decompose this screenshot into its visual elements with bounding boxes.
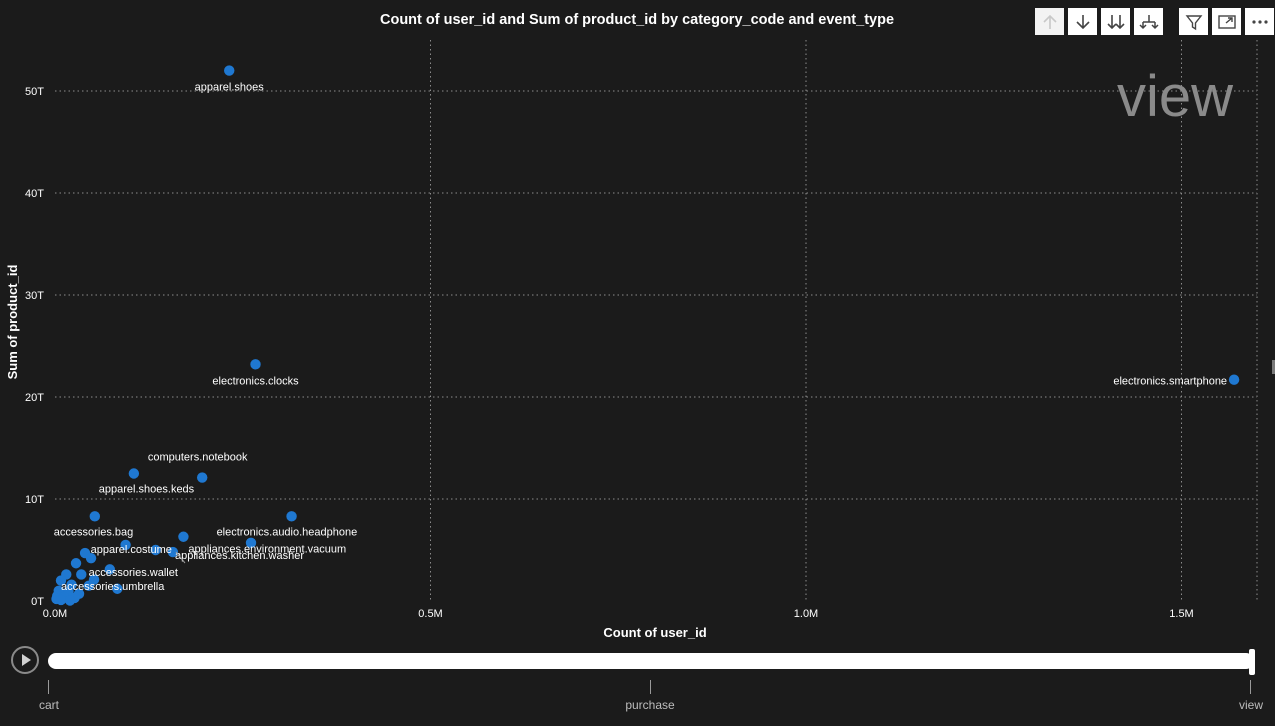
expand-next-level-button[interactable] <box>1134 8 1163 35</box>
data-point <box>85 552 97 564</box>
y-tick-label: 0T <box>31 596 44 608</box>
resize-handle[interactable] <box>1272 360 1275 374</box>
data-label: accessories.umbrella <box>61 581 165 593</box>
play-axis-label-cart[interactable]: cart <box>38 698 60 712</box>
label-leader-line <box>175 551 186 564</box>
data-label: computers.notebook <box>148 452 248 464</box>
data-point <box>89 511 101 522</box>
y-axis-label: Sum of product_id <box>5 265 20 380</box>
data-point <box>167 546 179 558</box>
data-point <box>286 511 297 522</box>
drill-down-button[interactable] <box>1068 8 1097 35</box>
data-label: accessories.wallet <box>89 567 178 579</box>
more-options-icon <box>1251 19 1268 24</box>
arrow-up-icon <box>1042 14 1057 29</box>
x-tick-label: 1.5M <box>1169 608 1193 620</box>
focus-mode-button[interactable] <box>1212 8 1241 35</box>
play-axis-tick <box>48 680 49 694</box>
go-to-next-level-button[interactable] <box>1101 8 1130 35</box>
arrow-down-icon <box>1075 14 1090 29</box>
more-options-button[interactable] <box>1245 8 1274 35</box>
data-label: electronics.smartphone <box>1113 376 1227 388</box>
chart-title: Count of user_id and Sum of product_id b… <box>380 12 894 28</box>
data-label: electronics.clocks <box>212 375 299 387</box>
x-tick-label: 1.0M <box>794 608 818 620</box>
data-point <box>112 583 123 594</box>
axes: 0T 10T 20T 30T 40T 50T 0.0M 0.5M 1.0M 1.5M <box>25 86 1194 620</box>
play-axis-tick <box>650 680 651 694</box>
data-point <box>70 558 82 569</box>
data-point <box>150 544 161 556</box>
y-tick-label: 30T <box>25 290 44 302</box>
data-label: apparel.shoes.keds <box>99 484 195 496</box>
y-tick-label: 10T <box>25 494 44 506</box>
data-point <box>224 65 235 76</box>
play-axis-tick <box>1250 680 1251 694</box>
double-arrow-down-icon <box>1106 14 1125 29</box>
play-axis-label-purchase[interactable]: purchase <box>625 698 675 712</box>
y-tick-label: 40T <box>25 188 44 200</box>
focus-mode-icon <box>1217 14 1236 29</box>
data-point <box>83 580 94 591</box>
data-point <box>120 539 131 551</box>
data-point <box>196 472 208 483</box>
x-axis-label: Count of user_id <box>603 625 706 640</box>
data-point <box>178 531 189 542</box>
y-tick-label: 50T <box>25 86 44 98</box>
y-tick-label: 20T <box>25 392 44 404</box>
data-points <box>51 65 1240 606</box>
data-point <box>55 594 67 606</box>
data-point <box>250 359 261 370</box>
play-axis-slider-thumb[interactable] <box>1249 649 1255 675</box>
data-label: accessories.bag <box>54 526 134 538</box>
visual-header-toolbar <box>1035 8 1274 35</box>
play-icon <box>22 654 31 666</box>
data-point <box>76 569 87 580</box>
data-label: apparel.costume <box>91 544 172 556</box>
data-label: electronics.audio.headphone <box>217 526 358 538</box>
play-axis-label-view[interactable]: view <box>1238 698 1264 712</box>
expand-hierarchy-icon <box>1138 14 1159 29</box>
data-labels: apparel.shoes electronics.clocks electroni… <box>54 82 1227 593</box>
play-axis-track[interactable] <box>48 653 1254 669</box>
drill-up-button[interactable] <box>1035 8 1064 35</box>
play-button[interactable] <box>11 646 39 674</box>
filter-button[interactable] <box>1179 8 1208 35</box>
grid-lines <box>55 40 1258 601</box>
data-point <box>245 537 257 549</box>
x-tick-label: 0.0M <box>43 608 67 620</box>
data-label: appliances.environment.vacuum <box>188 544 346 556</box>
play-axis-frame-label: view <box>1117 64 1234 129</box>
data-point <box>128 468 140 479</box>
data-label: appliances.kitchen.washer <box>175 550 304 562</box>
data-point <box>55 575 67 586</box>
scatter-chart: view Count of user_id and Sum of product… <box>5 12 1258 640</box>
filter-icon <box>1185 14 1202 30</box>
data-point <box>104 564 116 575</box>
data-label: apparel.shoes <box>195 82 265 94</box>
data-point <box>64 595 76 606</box>
data-point <box>1228 374 1240 385</box>
x-tick-label: 0.5M <box>418 608 442 620</box>
